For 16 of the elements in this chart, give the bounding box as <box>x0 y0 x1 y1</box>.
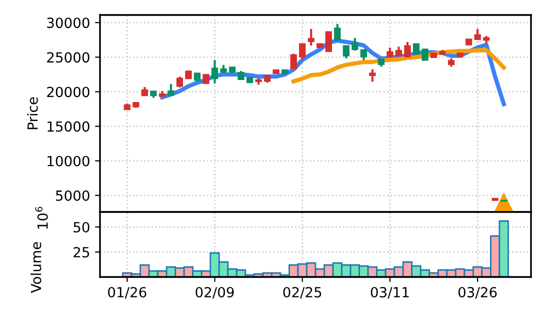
y-tick-label: 5000 <box>56 190 90 201</box>
y-axis-title: Volume <box>30 242 42 293</box>
y-tick-label: 20000 <box>47 86 90 98</box>
y-tick-label: 25 <box>74 246 90 258</box>
y-tick-label: 15000 <box>48 121 90 132</box>
x-tick-label: 02/25 <box>283 286 322 299</box>
y-tick-label: 30000 <box>47 18 90 28</box>
y-tick-label: 25000 <box>47 52 90 63</box>
x-tick-label: 02/09 <box>196 286 234 299</box>
x-tick-label: 01/26 <box>108 286 146 299</box>
x-tick-label: 03/26 <box>458 286 497 299</box>
y-axis-title: Price <box>27 97 38 130</box>
x-tick-label: 03/11 <box>370 286 409 299</box>
y-tick-label: 10000 <box>48 156 90 166</box>
y-tick-label: 50 <box>74 222 90 232</box>
text: 10$^{6}$ <box>35 206 48 229</box>
